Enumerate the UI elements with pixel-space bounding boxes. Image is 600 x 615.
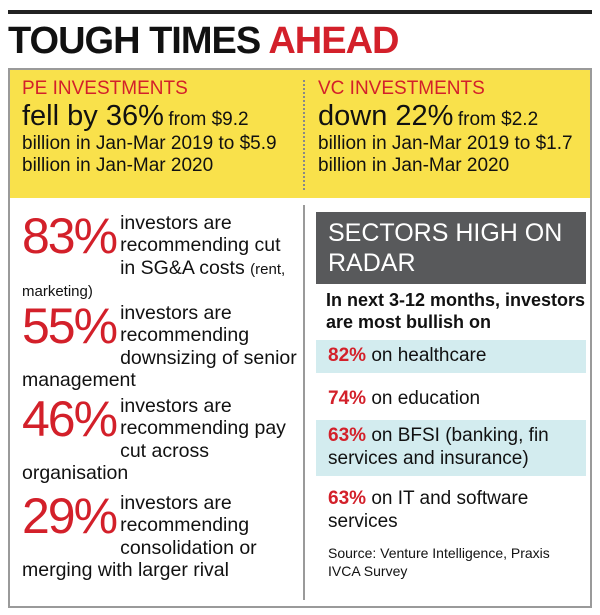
sector-text: on BFSI (banking, fin services and insur…: [328, 425, 549, 469]
sector-item: 82% on healthcare: [316, 340, 586, 373]
headline: fell by 36%: [22, 99, 164, 132]
label: VC INVESTMENTS: [318, 78, 485, 99]
stat-percent: 46%: [22, 391, 118, 447]
divider: [303, 80, 305, 190]
sector-percent: 63%: [328, 425, 367, 446]
title-accent: AHEAD: [268, 20, 399, 62]
stat-percent: 83%: [22, 208, 118, 264]
sector-text: on education: [371, 388, 481, 409]
stat-note: (rent, marketing): [22, 260, 286, 301]
stat: 46% investors are recommending pay cut ac…: [22, 391, 297, 485]
detail: from $9.2 billion in Jan-Mar 2019 to $5.…: [22, 108, 277, 177]
stat-percent: 55%: [22, 298, 118, 354]
stat-text: investors are recommending consolidation…: [22, 492, 257, 582]
title-main: TOUGH TIMES: [8, 20, 261, 62]
source: Source: Venture Intelligence, Praxis IVC…: [328, 545, 550, 579]
sector-percent: 82%: [328, 345, 367, 366]
sectors-header: SECTORS HIGH ON RADAR: [316, 212, 586, 284]
label: PE INVESTMENTS: [22, 78, 188, 99]
vc-investments: VC INVESTMENTS down 22% from $2.2 billio…: [318, 78, 588, 177]
sector-percent: 63%: [328, 488, 367, 509]
stat: 29% investors are recommending consolidat…: [22, 488, 297, 582]
pe-investments: PE INVESTMENTS fell by 36% from $9.2 bil…: [22, 78, 292, 177]
detail: from $2.2 billion in Jan-Mar 2019 to $1.…: [318, 108, 573, 177]
stat: 83% investors are recommending cut in SG&…: [22, 208, 297, 302]
stat-text: investors are recommending cut in SG&A c…: [120, 212, 281, 279]
sector-text: on healthcare: [371, 345, 487, 366]
headline: down 22%: [318, 99, 454, 132]
frame: [8, 68, 592, 608]
sector-item: 63% on IT and software services: [316, 483, 586, 539]
sector-item: 63% on BFSI (banking, fin services and i…: [316, 420, 586, 476]
investment-panel: [10, 70, 590, 198]
top-rule: [8, 10, 592, 14]
stat-percent: 29%: [22, 488, 118, 544]
sector-percent: 74%: [328, 388, 367, 409]
stat: 55% investors are recommending downsizing…: [22, 298, 297, 392]
title: TOUGH TIMES AHEAD: [8, 20, 399, 63]
sector-text: on IT and software services: [328, 488, 529, 532]
column-divider: [303, 205, 305, 600]
sectors-subtitle: In next 3-12 months, investors are most …: [326, 290, 586, 332]
stat-text: investors are recommending downsizing of…: [22, 302, 297, 392]
sector-item: 74% on education: [316, 383, 586, 416]
stat-text: investors are recommending pay cut acros…: [22, 395, 286, 485]
